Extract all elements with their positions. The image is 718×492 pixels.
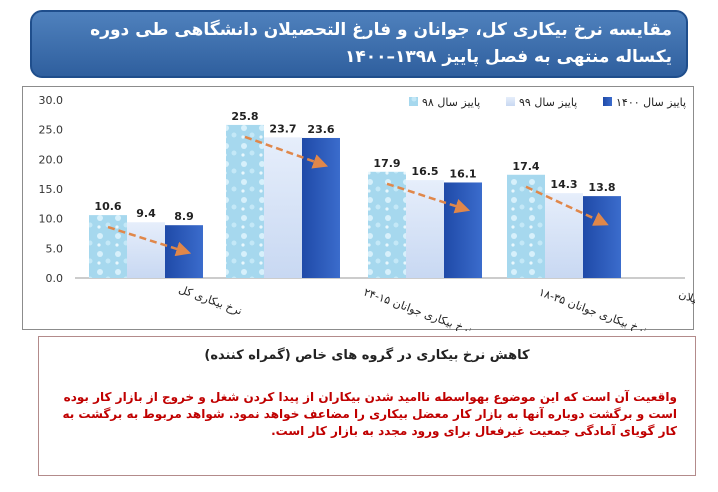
x-tick-label: نرخ بیکاری جوانان ۱۵-۲۴ — [362, 286, 474, 331]
bar — [165, 225, 203, 278]
trend-arrow — [525, 185, 609, 226]
bar — [368, 171, 406, 278]
note-box: کاهش نرخ بیکاری در گروه های خاص (گمراه ک… — [38, 336, 696, 476]
y-tick-label: 25.0 — [39, 124, 64, 137]
x-tick-label: نرخ بیکاری کل — [177, 283, 244, 318]
trend-arrow — [386, 182, 471, 214]
bar — [583, 196, 621, 278]
chart-frame: 0.0 5.0 10.0 15.0 20.0 25.0 30.0 10.6 9.4 8.9 25.… — [22, 86, 696, 331]
y-tick-label: 0.0 — [46, 272, 64, 285]
data-label: 14.3 — [550, 178, 577, 191]
data-label: 9.4 — [136, 207, 156, 220]
bar — [264, 137, 302, 278]
bar — [89, 215, 127, 278]
x-tick-label: نرخ بیکاری فارغ التحصیلان — [677, 288, 695, 331]
legend-label: پاییز سال ۹۹ — [519, 96, 577, 109]
data-label: 17.4 — [512, 160, 539, 173]
data-label: 13.8 — [588, 181, 615, 194]
title-banner: مقایسه نرخ بیکاری کل، جوانان و فارغ التح… — [30, 10, 688, 78]
data-label: 10.6 — [94, 200, 121, 213]
data-label: 16.1 — [449, 167, 476, 180]
y-tick-label: 10.0 — [39, 213, 64, 226]
data-label: 17.9 — [373, 157, 400, 170]
data-label: 23.7 — [269, 122, 296, 135]
legend-label: پاییز سال ۹۸ — [422, 96, 480, 109]
data-label: 16.5 — [411, 165, 438, 178]
data-label: 8.9 — [174, 210, 194, 223]
bar-chart: 0.0 5.0 10.0 15.0 20.0 25.0 30.0 10.6 9.4 8.9 25.… — [39, 94, 696, 331]
legend-label: پاییز سال ۱۴۰۰ — [616, 96, 686, 109]
x-tick-label: نرخ بیکاری جوانان ۳۵-۱۸ — [537, 286, 649, 331]
legend-swatch — [506, 97, 515, 106]
note-body: واقعیت آن است که این موضوع بهواسطه ناامی… — [62, 390, 677, 438]
bar — [444, 182, 482, 278]
trend-arrow — [107, 225, 192, 257]
y-tick-label: 5.0 — [46, 242, 64, 255]
data-label: 25.8 — [231, 110, 258, 123]
chart-title-line-2: یکساله منتهی به فصل پاییز ۱۳۹۸–۱۴۰۰ — [344, 47, 672, 67]
y-tick-label: 15.0 — [39, 183, 64, 196]
data-label: 23.6 — [307, 123, 334, 136]
y-tick-label: 20.0 — [39, 153, 64, 166]
bar — [127, 222, 165, 278]
chart-title-line-1: مقایسه نرخ بیکاری کل، جوانان و فارغ التح… — [90, 20, 672, 40]
y-tick-label: 30.0 — [39, 94, 64, 107]
bar — [226, 124, 264, 278]
bar — [507, 174, 545, 278]
note-heading: کاهش نرخ بیکاری در گروه های خاص (گمراه ک… — [204, 348, 530, 363]
bar — [545, 193, 583, 278]
legend-swatch — [409, 97, 418, 106]
trend-arrow — [244, 135, 329, 169]
legend-swatch — [603, 97, 612, 106]
bar — [406, 180, 444, 278]
